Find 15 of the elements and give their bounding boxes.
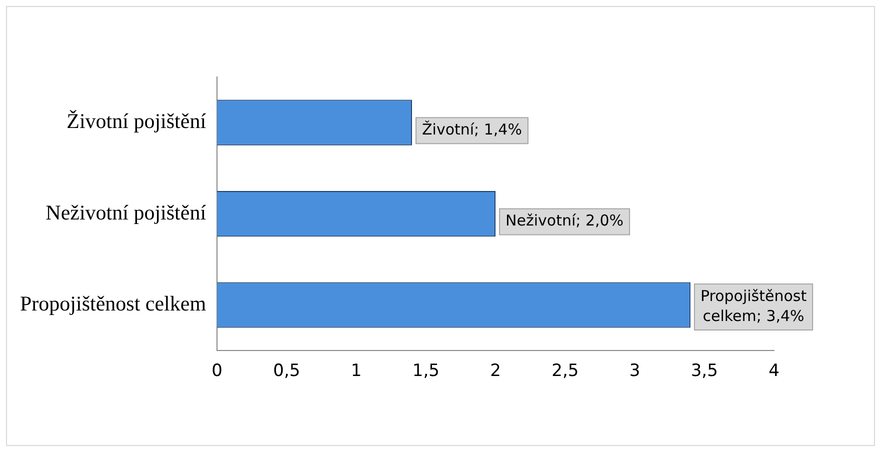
x-tick-label: 2	[490, 361, 501, 382]
x-tick-label: 3	[629, 361, 640, 382]
y-tick-label: Neživotní pojištění	[46, 200, 206, 224]
x-tick-label: 2,5	[552, 361, 579, 382]
x-tick-label: 1,5	[412, 361, 440, 382]
x-tick-label: 3,5	[690, 361, 718, 382]
data-label: Neživotní; 2,0%	[506, 212, 624, 230]
data-label: Životní; 1,4%	[422, 120, 522, 138]
x-tick-label: 0,5	[273, 361, 300, 382]
y-tick-label: Propojištěnost celkem	[20, 292, 206, 316]
x-tick-label: 4	[768, 361, 780, 382]
data-label: Propojištěnost celkem; 3,4%	[700, 286, 807, 325]
x-tick-label: 1	[350, 361, 362, 382]
x-tick-label: 0	[212, 361, 222, 382]
y-tick-label: Životní pojištění	[66, 109, 206, 134]
